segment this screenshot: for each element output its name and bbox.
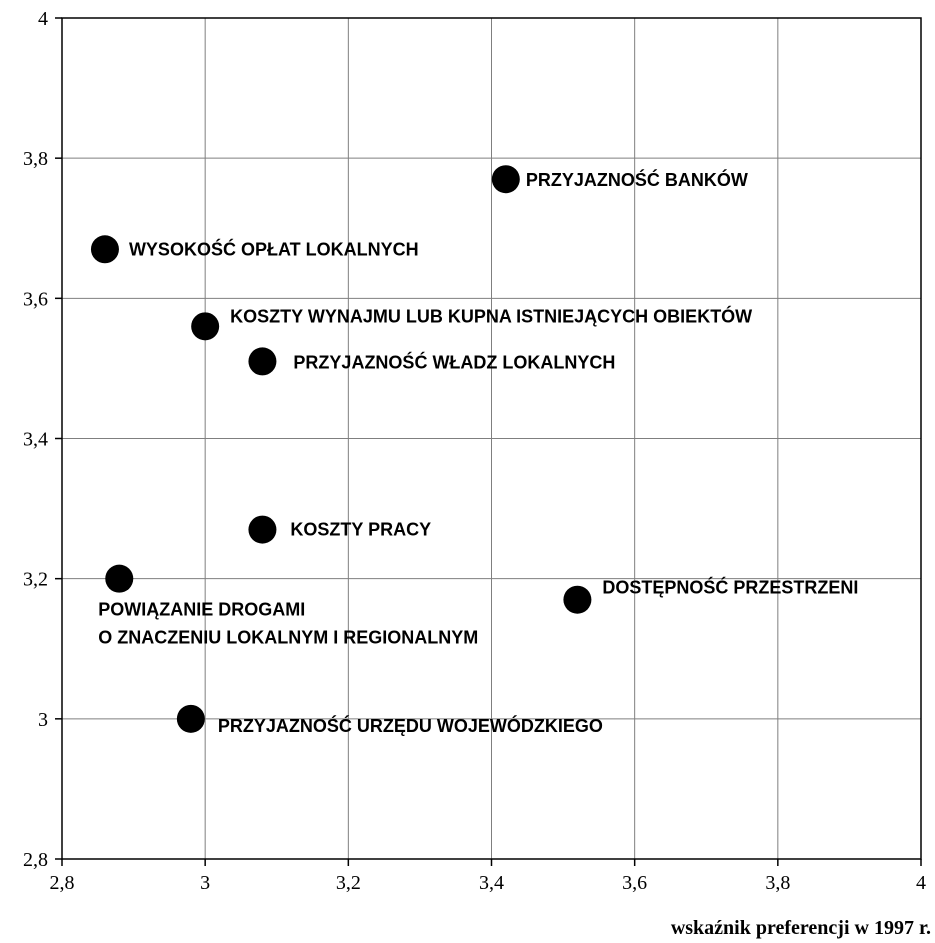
data-point: [248, 347, 277, 376]
grid-lines: [62, 18, 921, 859]
x-tick-label: 3: [200, 872, 210, 894]
point-label: DOSTĘPNOŚĆ PRZESTRZENI: [602, 577, 858, 598]
data-point: [191, 312, 220, 341]
y-tick-label: 3,4: [23, 429, 48, 451]
y-tick-label: 3: [38, 709, 48, 731]
data-point: [176, 704, 205, 733]
y-tick-label: 4: [38, 8, 48, 30]
point-label: KOSZTY PRACY: [290, 520, 431, 540]
y-tick-label: 2,8: [23, 849, 48, 871]
data-point: [563, 585, 592, 614]
data-point: [90, 235, 119, 264]
x-tick-label: 2,8: [50, 872, 75, 894]
x-tick-label: 3,8: [765, 872, 790, 894]
y-tick-label: 3,6: [23, 288, 48, 310]
x-axis-title: wskaźnik preferencji w 1997 r.: [671, 917, 931, 939]
point-label: POWIĄZANIE DROGAMI: [98, 600, 305, 620]
data-point: [491, 165, 520, 194]
point-labels: PRZYJAZNOŚĆ BANKÓW WYSOKOŚĆ OPŁAT LOKALNY…: [98, 169, 858, 736]
y-tick-label: 3,8: [23, 148, 48, 170]
point-label: WYSOKOŚĆ OPŁAT LOKALNYCH: [129, 238, 419, 259]
point-label: PRZYJAZNOŚĆ URZĘDU WOJEWÓDZKIEGO: [218, 715, 603, 736]
point-label: KOSZTY WYNAJMU LUB KUPNA ISTNIEJĄCYCH OB…: [230, 305, 752, 326]
point-label: PRZYJAZNOŚĆ BANKÓW: [526, 169, 748, 190]
y-axis-tick-labels: 2,8 3 3,2 3,4 3,6 3,8 4: [23, 8, 48, 871]
x-tick-label: 3,6: [622, 872, 647, 894]
data-point: [105, 564, 134, 593]
y-tick-label: 3,2: [23, 569, 48, 591]
data-points: [90, 165, 592, 733]
data-point: [248, 515, 277, 544]
x-tick-label: 3,4: [479, 872, 504, 894]
x-axis-tick-labels: 2,8 3 3,2 3,4 3,6 3,8 4: [50, 872, 927, 894]
point-label: PRZYJAZNOŚĆ WŁADZ LOKALNYCH: [293, 351, 615, 372]
point-label: O ZNACZENIU LOKALNYM I REGIONALNYM: [98, 628, 478, 648]
x-tick-label: 3,2: [336, 872, 361, 894]
x-tick-label: 4: [916, 872, 926, 894]
axis-ticks: [55, 17, 922, 866]
